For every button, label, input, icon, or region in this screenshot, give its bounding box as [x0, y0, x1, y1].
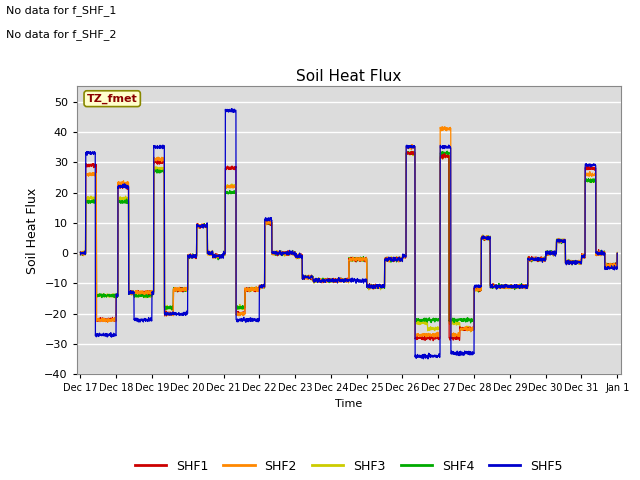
- SHF5: [424, 356, 432, 362]
- Text: TZ_fmet: TZ_fmet: [87, 94, 138, 104]
- SHF1: [408, 149, 415, 155]
- SHF4: [282, 250, 290, 256]
- Line: SHF1: SHF1: [81, 152, 617, 341]
- SHF1: [282, 251, 290, 257]
- X-axis label: Time: Time: [335, 399, 362, 409]
- SHF3: [613, 250, 621, 255]
- SHF2: [545, 251, 553, 256]
- SHF1: [545, 249, 553, 255]
- SHF1: [138, 289, 145, 295]
- SHF3: [170, 287, 177, 293]
- SHF2: [170, 286, 177, 292]
- SHF2: [306, 273, 314, 278]
- SHF2: [282, 250, 290, 256]
- Text: No data for f_SHF_1: No data for f_SHF_1: [6, 5, 116, 16]
- SHF5: [306, 275, 314, 280]
- SHF3: [282, 250, 290, 255]
- Text: No data for f_SHF_2: No data for f_SHF_2: [6, 29, 117, 40]
- SHF1: [429, 338, 437, 344]
- SHF1: [613, 251, 621, 256]
- Line: SHF3: SHF3: [81, 151, 617, 332]
- SHF1: [603, 262, 611, 267]
- Title: Soil Heat Flux: Soil Heat Flux: [296, 69, 401, 84]
- SHF4: [603, 262, 611, 267]
- SHF5: [545, 250, 553, 255]
- SHF3: [410, 148, 417, 154]
- Line: SHF2: SHF2: [81, 127, 617, 337]
- SHF5: [613, 251, 621, 256]
- SHF1: [77, 250, 84, 255]
- SHF3: [603, 263, 611, 268]
- Line: SHF4: SHF4: [81, 151, 617, 323]
- SHF5: [228, 106, 236, 111]
- SHF3: [545, 249, 553, 254]
- SHF4: [613, 251, 621, 257]
- SHF4: [545, 250, 553, 255]
- SHF4: [444, 148, 451, 154]
- SHF5: [603, 266, 611, 272]
- SHF5: [170, 311, 177, 317]
- SHF2: [613, 252, 621, 257]
- Y-axis label: Soil Heat Flux: Soil Heat Flux: [26, 187, 38, 274]
- SHF3: [138, 293, 145, 299]
- SHF5: [283, 250, 291, 256]
- SHF4: [138, 291, 145, 297]
- SHF4: [467, 320, 474, 326]
- SHF2: [431, 334, 438, 340]
- SHF2: [138, 290, 145, 296]
- SHF1: [170, 288, 177, 294]
- SHF4: [77, 250, 84, 255]
- SHF3: [467, 329, 474, 335]
- Line: SHF5: SHF5: [81, 108, 617, 359]
- SHF4: [306, 274, 314, 280]
- SHF1: [306, 275, 314, 280]
- Legend: SHF1, SHF2, SHF3, SHF4, SHF5: SHF1, SHF2, SHF3, SHF4, SHF5: [130, 455, 568, 478]
- SHF2: [603, 263, 611, 268]
- SHF5: [138, 318, 145, 324]
- SHF2: [441, 124, 449, 130]
- SHF3: [306, 275, 314, 281]
- SHF4: [170, 286, 177, 291]
- SHF3: [77, 251, 84, 257]
- SHF2: [77, 252, 84, 258]
- SHF5: [77, 249, 84, 255]
